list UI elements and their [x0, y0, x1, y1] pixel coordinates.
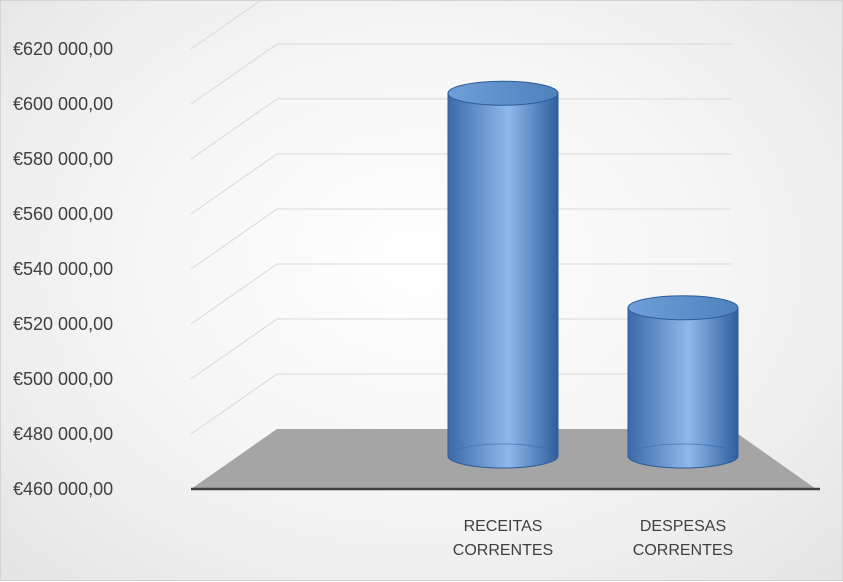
gridline-side — [190, 263, 278, 325]
cylinder-body — [447, 92, 559, 469]
gridline-side — [190, 208, 278, 270]
gridline-side — [190, 43, 278, 105]
cylinder-bar — [627, 295, 739, 469]
cylinder-base-rim — [627, 443, 739, 457]
gridline-side — [190, 373, 278, 435]
y-tick-label: €600 000,00 — [13, 94, 113, 114]
gridline-side — [190, 98, 278, 160]
cylinder-base-rim — [447, 443, 559, 457]
bars-layer — [447, 80, 739, 469]
x-tick-label-line: RECEITAS — [464, 518, 543, 535]
cylinder-top — [627, 295, 739, 321]
y-tick-label: €580 000,00 — [13, 149, 113, 169]
gridline-side — [190, 1, 261, 50]
y-tick-label: €560 000,00 — [13, 204, 113, 224]
x-tick-label: DESPESAS CORRENTES — [633, 518, 733, 559]
x-tick-label-line: DESPESAS — [640, 518, 726, 535]
y-tick-label: €480 000,00 — [13, 424, 113, 444]
cylinder-bar — [447, 80, 559, 469]
x-tick-label: RECEITAS CORRENTES — [453, 518, 553, 559]
y-tick-label: €520 000,00 — [13, 314, 113, 334]
cylinder-top — [447, 80, 559, 106]
y-tick-label: €500 000,00 — [13, 369, 113, 389]
gridline-side — [190, 318, 278, 380]
y-tick-label: €620 000,00 — [13, 39, 113, 59]
y-tick-label: €540 000,00 — [13, 259, 113, 279]
x-tick-label-line: CORRENTES — [453, 542, 553, 559]
y-tick-label: €460 000,00 — [13, 479, 113, 499]
gridline-side — [190, 153, 278, 215]
y-axis: €460 000,00 €480 000,00 €500 000,00 €520 00… — [13, 39, 113, 499]
x-tick-label-line: CORRENTES — [633, 542, 733, 559]
x-axis: RECEITAS CORRENTES DESPESAS CORRENTES — [191, 487, 820, 559]
cylinder-body — [627, 307, 739, 469]
